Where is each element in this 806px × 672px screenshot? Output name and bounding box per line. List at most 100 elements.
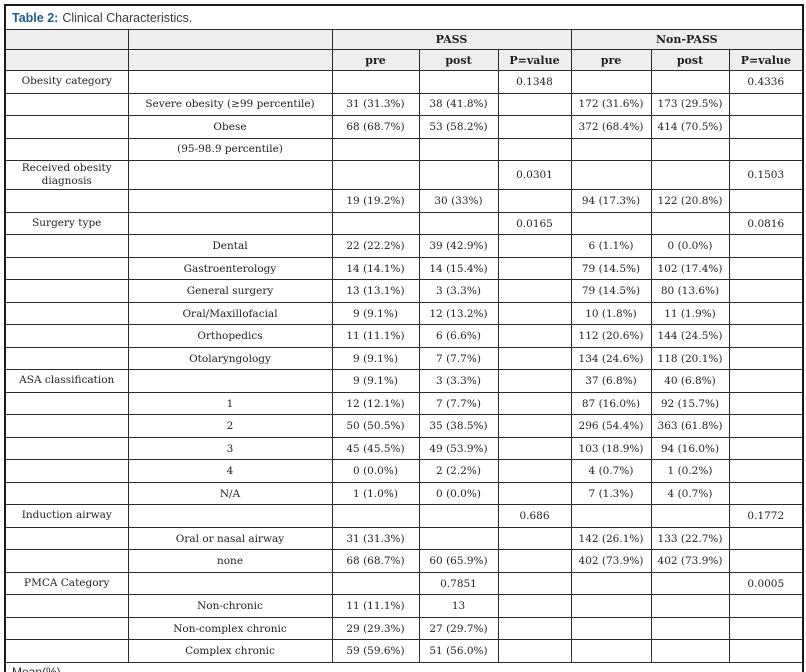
category-cell <box>4 115 129 139</box>
pass-pre-value-cell: 45 (45.5%) <box>331 436 420 461</box>
table-row: Oral or nasal airway 31 (31.3%) 142 (26.… <box>4 526 804 551</box>
pass-pre-value-cell: 9 (9.1%) <box>331 301 420 326</box>
pass-pvalue-cell: 0.0301 <box>497 159 572 191</box>
pass-pvalue-cell <box>497 324 572 348</box>
table-row: 3 45 (45.5%) 49 (53.9%) 103 (18.9%) 94 (… <box>4 436 804 461</box>
pass-pvalue-cell <box>497 369 572 393</box>
pass-pre-value-cell: 29 (29.3%) <box>331 616 420 641</box>
category-cell: Obesity category <box>4 70 129 94</box>
pass-pre-value-cell: 11 (11.1%) <box>331 594 420 618</box>
category-cell <box>4 459 129 483</box>
nonpass-post-value-cell <box>650 137 730 161</box>
subheader-pass-pvalue: P=value <box>497 49 572 71</box>
table-row: ASA classification 9 (9.1%) 3 (3.3%) 37 … <box>4 369 804 393</box>
nonpass-pvalue-cell <box>728 115 804 139</box>
subcategory-cell: General surgery <box>127 279 333 303</box>
table-row: Non-chronic 11 (11.1%) 13 <box>4 594 804 618</box>
nonpass-pre-value-cell: 402 (73.9%) <box>570 549 652 573</box>
nonpass-post-value-cell: 11 (1.9%) <box>650 301 730 326</box>
pass-pvalue-cell <box>497 459 572 483</box>
table-row: 19 (19.2%) 30 (33%) 94 (17.3%) 122 (20.8… <box>4 189 804 213</box>
subcategory-cell: Complex chronic <box>127 639 333 663</box>
category-cell <box>4 391 129 416</box>
category-cell <box>4 324 129 348</box>
nonpass-pvalue-cell <box>728 279 804 303</box>
nonpass-pre-value-cell: 94 (17.3%) <box>570 189 652 213</box>
footer-note: Mean(%) <box>4 661 804 672</box>
nonpass-pre-value-cell <box>570 159 652 191</box>
pass-pvalue-cell <box>497 301 572 326</box>
nonpass-pvalue-cell <box>728 616 804 641</box>
nonpass-pvalue-cell <box>728 234 804 258</box>
table-number-label: Table 2: <box>12 10 59 25</box>
pass-pvalue-cell <box>497 526 572 551</box>
subcategory-cell: Obese <box>127 115 333 139</box>
pass-post-value-cell <box>418 526 499 551</box>
pass-pre-value-cell: 31 (31.3%) <box>331 92 420 116</box>
pass-pre-value-cell: 14 (14.1%) <box>331 256 420 281</box>
pass-pre-value-cell <box>331 70 420 94</box>
pass-pvalue-cell <box>497 549 572 573</box>
category-cell <box>4 549 129 573</box>
category-cell <box>4 414 129 438</box>
pass-pre-value-cell: 9 (9.1%) <box>331 369 420 393</box>
nonpass-pvalue-cell <box>728 346 804 371</box>
table-row: Received obesity diagnosis 0.0301 0.1503 <box>4 159 804 191</box>
pass-post-value-cell: 51 (56.0%) <box>418 639 499 663</box>
pass-pvalue-cell <box>497 189 572 213</box>
nonpass-pvalue-cell <box>728 301 804 326</box>
table-title-text: Clinical Characteristics. <box>62 10 193 25</box>
subcategory-cell: none <box>127 549 333 573</box>
nonpass-pre-value-cell: 79 (14.5%) <box>570 279 652 303</box>
blank-header-cell <box>4 49 129 71</box>
category-cell <box>4 594 129 618</box>
nonpass-pvalue-cell <box>728 436 804 461</box>
pass-pvalue-cell <box>497 436 572 461</box>
header-pass-group: PASS <box>331 29 572 50</box>
nonpass-pvalue-cell <box>728 391 804 416</box>
pass-post-value-cell: 14 (15.4%) <box>418 256 499 281</box>
category-cell <box>4 92 129 116</box>
subcategory-cell <box>127 571 333 596</box>
pass-pvalue-cell: 0.1348 <box>497 70 572 94</box>
nonpass-pre-value-cell: 6 (1.1%) <box>570 234 652 258</box>
table-row: Oral/Maxillofacial 9 (9.1%) 12 (13.2%) 1… <box>4 301 804 326</box>
table-footer-row: Mean(%) <box>4 661 804 672</box>
nonpass-post-value-cell: 102 (17.4%) <box>650 256 730 281</box>
category-cell <box>4 301 129 326</box>
nonpass-pre-value-cell: 103 (18.9%) <box>570 436 652 461</box>
nonpass-pvalue-cell <box>728 256 804 281</box>
pass-pre-value-cell <box>331 137 420 161</box>
table-row: none 68 (68.7%) 60 (65.9%) 402 (73.9%) 4… <box>4 549 804 573</box>
nonpass-pre-value-cell <box>570 594 652 618</box>
pass-post-value-cell: 7 (7.7%) <box>418 391 499 416</box>
category-cell <box>4 436 129 461</box>
subcategory-cell: Severe obesity (≥99 percentile) <box>127 92 333 116</box>
pass-pre-value-cell: 9 (9.1%) <box>331 346 420 371</box>
nonpass-pvalue-cell <box>728 639 804 663</box>
subcategory-cell <box>127 211 333 236</box>
nonpass-pre-value-cell <box>570 70 652 94</box>
pass-pvalue-cell <box>497 571 572 596</box>
table-row: 4 0 (0.0%) 2 (2.2%) 4 (0.7%) 1 (0.2%) <box>4 459 804 483</box>
pass-pvalue-cell <box>497 234 572 258</box>
pass-pre-value-cell: 12 (12.1%) <box>331 391 420 416</box>
pass-post-value-cell: 30 (33%) <box>418 189 499 213</box>
pass-post-value-cell: 13 <box>418 594 499 618</box>
nonpass-pvalue-cell <box>728 594 804 618</box>
nonpass-pre-value-cell: 296 (54.4%) <box>570 414 652 438</box>
table-row: General surgery 13 (13.1%) 3 (3.3%) 79 (… <box>4 279 804 303</box>
nonpass-pre-value-cell: 37 (6.8%) <box>570 369 652 393</box>
subcategory-cell: Gastroenterology <box>127 256 333 281</box>
subcategory-cell: (95-98.9 percentile) <box>127 137 333 161</box>
nonpass-pre-value-cell: 10 (1.8%) <box>570 301 652 326</box>
category-cell <box>4 526 129 551</box>
category-cell: Induction airway <box>4 504 129 528</box>
pass-pre-value-cell: 11 (11.1%) <box>331 324 420 348</box>
pass-pre-value-cell: 19 (19.2%) <box>331 189 420 213</box>
subcategory-cell: 3 <box>127 436 333 461</box>
pass-pre-value-cell: 31 (31.3%) <box>331 526 420 551</box>
subcategory-cell: Non-chronic <box>127 594 333 618</box>
table-head-section: Table 2: Clinical Characteristics. PASS N… <box>4 4 804 71</box>
nonpass-post-value-cell: 4 (0.7%) <box>650 481 730 506</box>
